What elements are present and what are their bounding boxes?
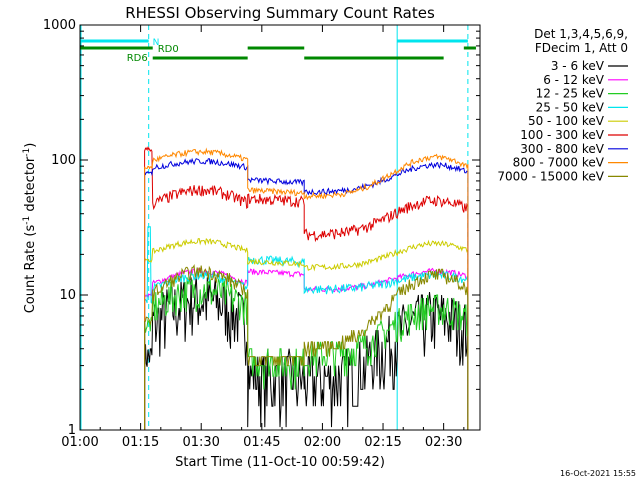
- series-800-7000-kev-line: [144, 147, 469, 430]
- y-axis-label-part2: detector: [23, 156, 38, 216]
- legend-label: 25 - 50 keV: [536, 100, 605, 114]
- y-axis-label: Count Rate (s-1 detector-1): [22, 143, 38, 314]
- x-tick-label: 01:45: [243, 435, 280, 450]
- series-25-50-kev-line: [144, 226, 469, 430]
- y-axis-label-sup2: -1: [22, 148, 32, 157]
- legend-label: 100 - 300 keV: [520, 128, 604, 142]
- legend: Det 1,3,4,5,6,9, FDecim 1, Att 0 3 - 6 k…: [497, 27, 628, 183]
- series-7000-15000-kev-line: [144, 263, 469, 430]
- y-tick-label: 10: [59, 288, 76, 303]
- y-tick-label: 100: [51, 153, 76, 168]
- x-tick-label: 02:30: [425, 435, 462, 450]
- y-axis-label-sup1: -1: [22, 216, 32, 225]
- x-tick-label: 01:00: [61, 435, 98, 450]
- x-tick-label: 02:00: [304, 435, 341, 450]
- y-tick-label: 1000: [43, 18, 76, 33]
- y-axis-label-part3: ): [23, 143, 38, 148]
- y-axis-label-part1: Count Rate (s: [23, 225, 38, 314]
- legend-label: 50 - 100 keV: [528, 114, 605, 128]
- series-100-300-kev-line: [144, 146, 469, 430]
- flag-label-rd0: RD0: [158, 44, 179, 55]
- legend-label: 300 - 800 keV: [520, 142, 604, 156]
- timestamp: 16-Oct-2021 15:55: [560, 469, 636, 478]
- legend-label: 12 - 25 keV: [536, 87, 605, 101]
- plot-frame: [79, 24, 481, 431]
- chart-title: RHESSI Observing Summary Count Rates: [125, 4, 435, 22]
- legend-header-line1: Det 1,3,4,5,6,9,: [534, 27, 628, 41]
- x-tick-label: 01:15: [122, 435, 159, 450]
- x-tick-label: 01:30: [182, 435, 219, 450]
- series-50-100-kev-line: [144, 238, 469, 430]
- legend-header-line2: FDecim 1, Att 0: [535, 41, 628, 55]
- legend-label: 7000 - 15000 keV: [497, 169, 604, 183]
- legend-label: 800 - 7000 keV: [513, 156, 605, 170]
- x-axis-label: Start Time (11-Oct-10 00:59:42): [175, 455, 385, 470]
- legend-label: 6 - 12 keV: [543, 73, 605, 87]
- x-tick-label: 02:15: [364, 435, 401, 450]
- flag-label-n: N: [153, 38, 160, 48]
- legend-label: 3 - 6 keV: [551, 59, 605, 73]
- y-tick-label: 1: [68, 423, 76, 438]
- flag-label-rd6: RD6: [127, 53, 148, 64]
